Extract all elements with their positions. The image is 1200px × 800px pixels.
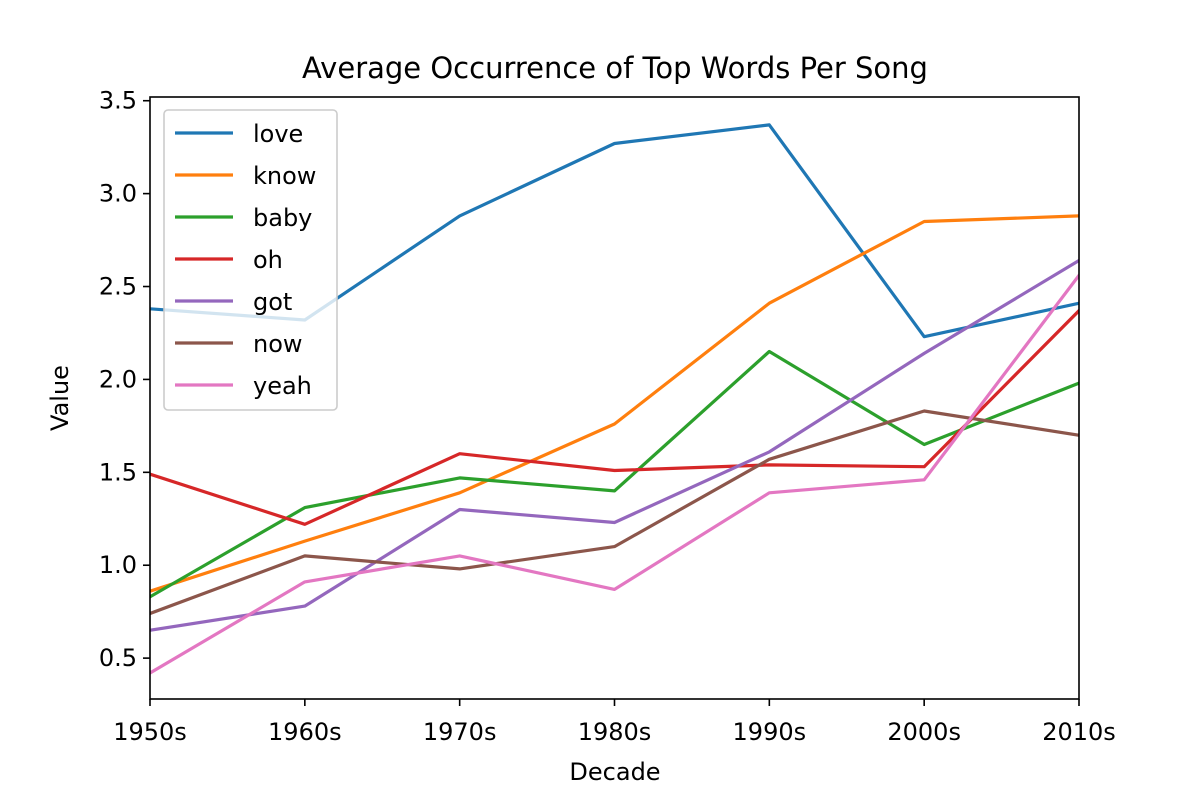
legend: love know baby oh got now yeah xyxy=(163,109,338,411)
x-tick-label: 1950s xyxy=(113,718,187,746)
series-line-baby xyxy=(150,349,1079,599)
x-tick-label: 2010s xyxy=(1042,718,1116,746)
x-tick-label: 2000s xyxy=(887,718,961,746)
x-axis-ticks: 1950s 1960s 1970s 1980s 1990s 2000s 2010s xyxy=(113,699,1116,746)
series-lines xyxy=(150,123,1079,675)
series-line-yeah xyxy=(150,273,1079,675)
x-tick-label: 1990s xyxy=(733,718,807,746)
series-line-now xyxy=(150,409,1079,616)
legend-label-love: love xyxy=(253,120,303,148)
legend-label-yeah: yeah xyxy=(253,372,312,400)
y-tick-label: 0.5 xyxy=(99,644,137,672)
y-tick-label: 2.0 xyxy=(99,365,137,393)
x-axis-label: Decade xyxy=(569,758,660,786)
legend-label-now: now xyxy=(253,330,303,358)
series-line-got xyxy=(150,258,1079,632)
chart-title: Average Occurrence of Top Words Per Song xyxy=(302,51,928,85)
x-tick-label: 1980s xyxy=(578,718,652,746)
legend-label-baby: baby xyxy=(253,204,312,232)
legend-box xyxy=(163,109,338,411)
y-axis-label: Value xyxy=(46,365,74,431)
y-tick-label: 2.5 xyxy=(99,273,137,301)
series-line-oh xyxy=(150,308,1079,526)
legend-label-got: got xyxy=(253,288,292,316)
x-tick-label: 1960s xyxy=(268,718,342,746)
y-tick-label: 1.0 xyxy=(99,551,137,579)
y-tick-label: 3.5 xyxy=(99,87,137,115)
x-tick-label: 1970s xyxy=(423,718,497,746)
legend-label-know: know xyxy=(253,162,316,190)
legend-label-oh: oh xyxy=(253,246,283,274)
y-axis-ticks: 0.5 1.0 1.5 2.0 2.5 3.0 3.5 xyxy=(99,87,150,672)
y-tick-label: 1.5 xyxy=(99,458,137,486)
series-line-know xyxy=(150,214,1079,593)
y-tick-label: 3.0 xyxy=(99,180,137,208)
